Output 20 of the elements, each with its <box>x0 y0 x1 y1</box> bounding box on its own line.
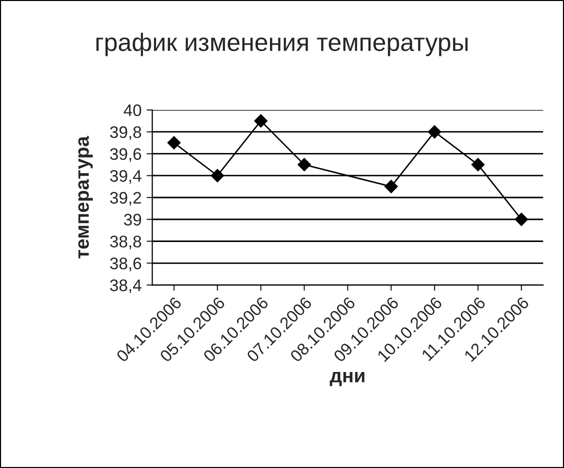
point <box>254 114 268 128</box>
y-tick-label: 38,6 <box>110 258 142 272</box>
point <box>514 212 528 226</box>
y-tick-label: 38,8 <box>110 236 142 250</box>
y-tick-label: 39,4 <box>110 170 142 184</box>
y-tick-label: 39,2 <box>110 192 142 206</box>
y-tick-label: 38,4 <box>110 279 142 294</box>
point <box>428 125 442 138</box>
point <box>298 158 311 172</box>
x-axis-title: дни <box>330 372 364 386</box>
y-tick-label: 39 <box>124 214 142 226</box>
point <box>167 136 181 150</box>
y-tick-label: 39,6 <box>110 148 142 162</box>
y-tick-label: 40 <box>124 104 142 116</box>
point <box>384 180 398 194</box>
point <box>210 169 224 182</box>
y-tick-label: 39,8 <box>110 126 142 140</box>
chart-title: график изменения температуры <box>96 32 468 56</box>
point <box>471 158 485 172</box>
y-axis-title: температура <box>78 136 93 258</box>
